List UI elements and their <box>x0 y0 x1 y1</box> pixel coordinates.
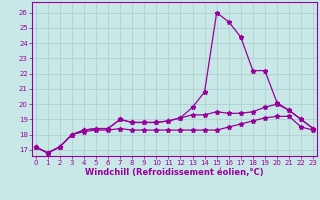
X-axis label: Windchill (Refroidissement éolien,°C): Windchill (Refroidissement éolien,°C) <box>85 168 264 177</box>
